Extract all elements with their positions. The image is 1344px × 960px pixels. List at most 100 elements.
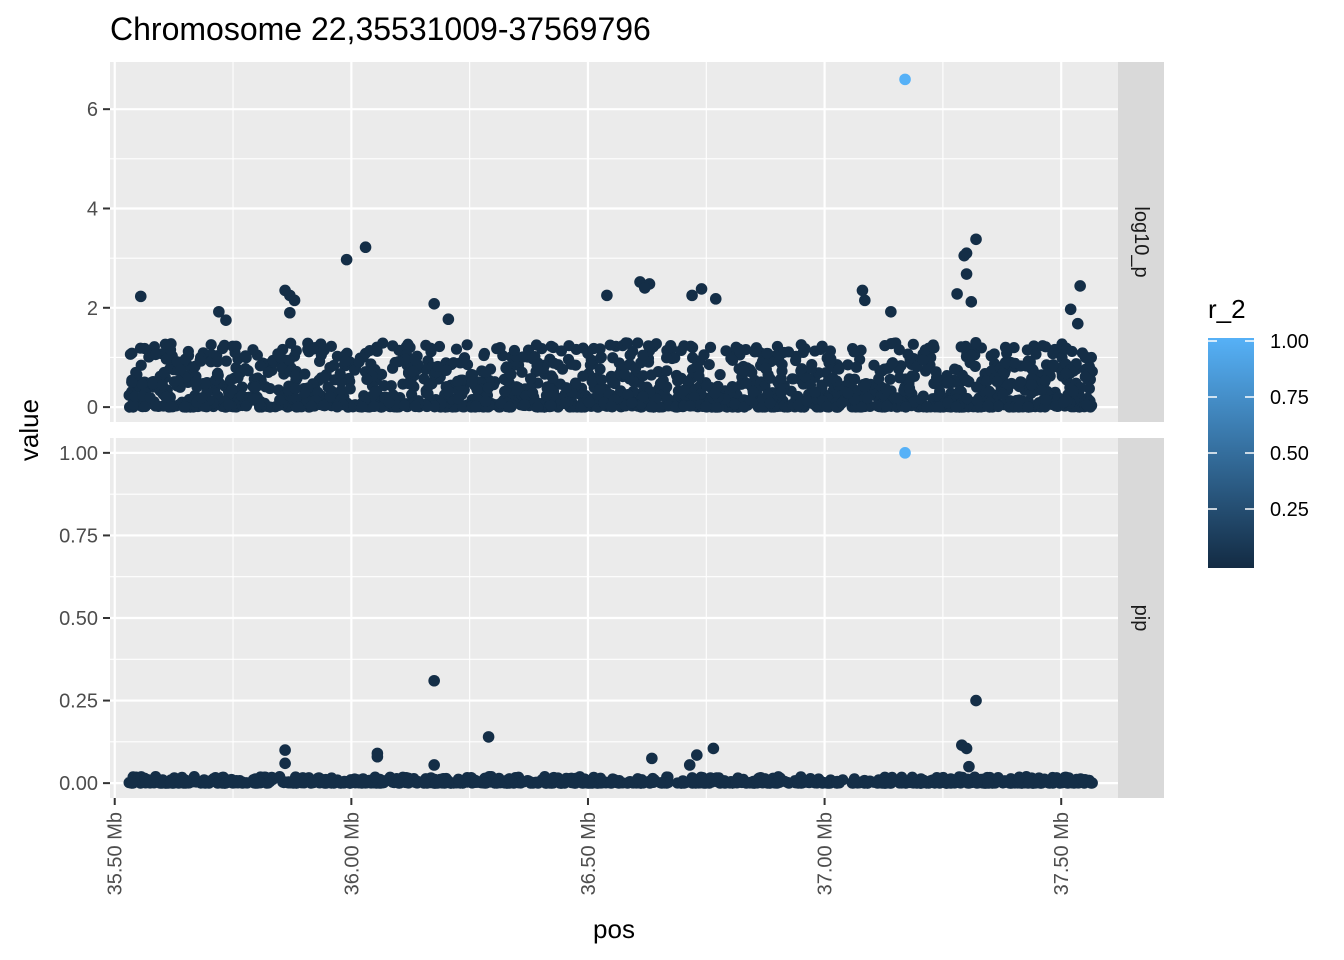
background-point — [604, 339, 616, 351]
background-point — [886, 357, 899, 369]
data-point — [371, 750, 384, 763]
background-point — [353, 356, 365, 368]
background-point — [432, 776, 444, 788]
background-point — [387, 340, 399, 352]
background-point — [178, 401, 191, 413]
background-point — [230, 340, 242, 352]
background-point — [999, 775, 1011, 787]
background-point — [290, 777, 302, 789]
background-point — [299, 368, 311, 380]
background-point — [392, 356, 405, 368]
background-point — [223, 776, 235, 788]
background-point — [165, 401, 177, 413]
background-point — [871, 777, 884, 789]
background-point — [582, 347, 594, 359]
background-point — [880, 383, 892, 395]
background-point — [124, 348, 137, 360]
background-point — [452, 375, 464, 387]
background-point — [547, 772, 559, 784]
background-point — [274, 770, 286, 783]
data-point — [213, 305, 225, 318]
background-point — [605, 401, 617, 413]
background-point — [907, 338, 919, 350]
data-point — [970, 233, 982, 246]
background-point — [369, 771, 381, 783]
data-point — [899, 73, 911, 86]
background-point — [466, 376, 478, 388]
background-point — [318, 399, 330, 412]
background-point — [1079, 371, 1091, 383]
background-point — [637, 777, 649, 789]
background-point — [407, 365, 419, 378]
background-point — [733, 773, 745, 785]
background-point — [761, 347, 773, 360]
background-point — [517, 776, 530, 788]
background-point — [848, 346, 860, 358]
background-point — [139, 400, 151, 413]
background-point — [290, 370, 302, 382]
background-point — [195, 355, 207, 367]
background-point — [594, 363, 606, 375]
background-point — [402, 377, 415, 390]
background-point — [479, 395, 492, 408]
background-point — [369, 386, 381, 398]
background-point — [747, 386, 759, 398]
background-point — [764, 397, 776, 409]
background-point — [540, 389, 553, 402]
background-point — [503, 773, 515, 785]
background-point — [318, 372, 330, 384]
background-point — [479, 777, 492, 789]
background-point — [985, 350, 997, 362]
background-point — [508, 344, 521, 357]
background-point — [239, 363, 251, 375]
background-point — [971, 776, 983, 788]
background-point — [982, 777, 994, 789]
background-point — [900, 401, 912, 413]
background-point — [669, 352, 681, 364]
background-point — [530, 339, 543, 351]
background-point — [1039, 375, 1051, 387]
data-point — [428, 759, 440, 771]
background-point — [1047, 348, 1059, 360]
chart-title: Chromosome 22,35531009-37569796 — [110, 11, 651, 47]
background-point — [190, 776, 202, 788]
data-point — [601, 289, 613, 302]
background-point — [249, 777, 261, 789]
background-point — [645, 369, 657, 381]
background-point — [440, 364, 452, 376]
background-point — [596, 374, 608, 386]
data-point — [1074, 280, 1086, 292]
y-axis-title: value — [14, 399, 44, 461]
background-point — [240, 400, 252, 412]
background-point — [368, 400, 380, 413]
background-point — [971, 381, 983, 393]
background-point — [1021, 344, 1033, 356]
background-point — [147, 378, 159, 390]
background-point — [621, 337, 634, 349]
data-point — [856, 284, 869, 297]
background-point — [726, 381, 738, 393]
background-point — [1035, 384, 1048, 396]
x-tick-label: 36.50 Mb — [578, 812, 600, 895]
data-point — [686, 289, 698, 302]
background-point — [933, 401, 945, 413]
background-point — [334, 777, 346, 789]
background-point — [961, 775, 973, 788]
background-point — [150, 348, 162, 361]
x-tick-label: 36.00 Mb — [341, 812, 363, 895]
background-point — [334, 368, 346, 380]
background-point — [982, 400, 994, 412]
background-point — [965, 349, 978, 361]
background-point — [548, 357, 560, 369]
background-point — [733, 343, 745, 355]
background-point — [182, 345, 194, 358]
background-point — [331, 350, 344, 362]
y-tick-label: 0.50 — [59, 608, 98, 630]
background-point — [893, 344, 905, 356]
background-point — [698, 777, 710, 789]
background-point — [239, 350, 252, 362]
data-point — [695, 283, 708, 295]
background-point — [1013, 771, 1026, 784]
background-point — [274, 394, 286, 406]
x-tick-label: 37.50 Mb — [1051, 812, 1073, 895]
